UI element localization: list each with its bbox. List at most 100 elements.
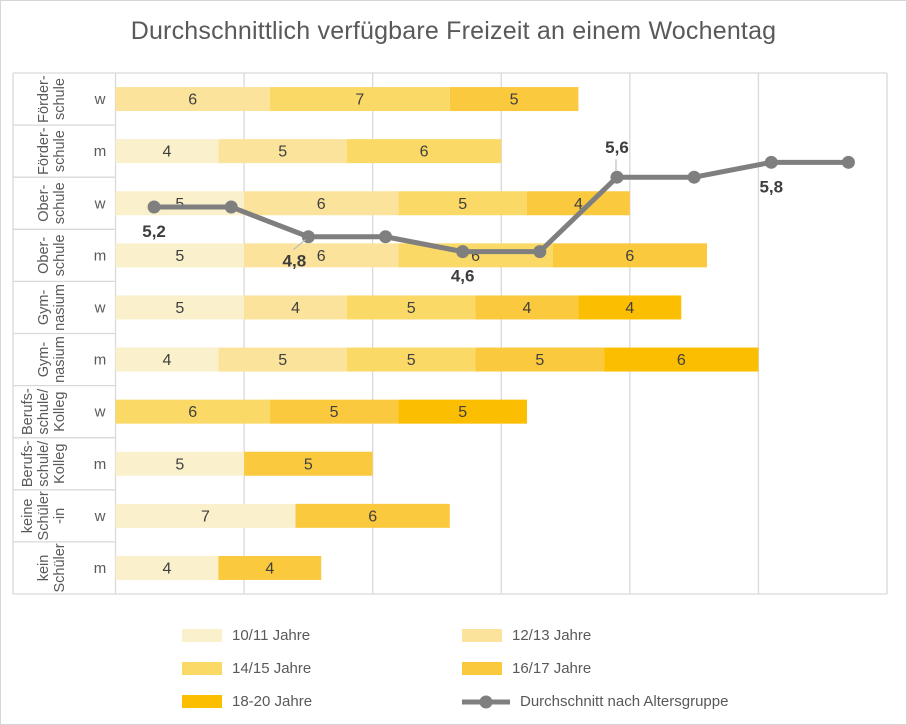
bar-segment-label: 6 xyxy=(471,248,480,265)
bar-segment-label: 5 xyxy=(175,248,184,265)
category-gender-label: m xyxy=(94,143,107,160)
chart-title: Durchschnittlich verfügbare Freizeit an … xyxy=(130,17,777,45)
line-marker xyxy=(687,170,701,184)
bar-segment: 4 xyxy=(578,295,682,320)
bar-segment-label: 4 xyxy=(625,300,634,317)
bar-segment-label: 4 xyxy=(162,352,171,369)
legend-label: 16/17 Jahre xyxy=(512,660,592,677)
bar-segment-label: 7 xyxy=(355,92,364,109)
bar-segment: 7 xyxy=(115,503,296,528)
legend-item-age_10_11: 10/11 Jahre xyxy=(182,627,462,644)
bar-segment-label: 5 xyxy=(535,352,544,369)
bar-segment: 5 xyxy=(346,347,476,372)
line-marker xyxy=(224,200,238,214)
category-gender-label: m xyxy=(94,456,107,473)
bar-segment-label: 5 xyxy=(175,456,184,473)
category-school-label: keine xyxy=(20,499,36,534)
bar-segment: 4 xyxy=(244,295,347,320)
line-data-label: 5,8 xyxy=(759,177,783,196)
bar-segment: 5 xyxy=(115,243,245,268)
bar-segment-label: 6 xyxy=(317,196,326,213)
line-data-label: 4,6 xyxy=(451,267,475,286)
line-marker xyxy=(379,230,393,244)
line-marker xyxy=(764,155,778,169)
bar-segment-label: 5 xyxy=(175,300,184,317)
category-gender-label: w xyxy=(94,195,106,212)
category-school-label: Schüler xyxy=(36,491,52,540)
bar-segment-label: 5 xyxy=(407,352,416,369)
legend-swatch-icon xyxy=(462,629,502,642)
bar-segment-label: 4 xyxy=(162,144,171,161)
category-school-label: kein xyxy=(36,555,52,582)
bar-segment: 5 xyxy=(218,347,347,372)
category-school-label: schule xyxy=(52,130,68,172)
bar-segment-label: 6 xyxy=(625,248,634,265)
bar-segment-label: 5 xyxy=(458,196,467,213)
category-school-label: Gym- xyxy=(36,290,52,326)
bar-segment-label: 5 xyxy=(278,144,287,161)
legend-item-age_12_13: 12/13 Jahre xyxy=(462,627,728,644)
bar-segment: 6 xyxy=(115,399,270,424)
category-gender-label: w xyxy=(94,91,106,108)
bar-segment: 6 xyxy=(346,139,502,164)
category-school-label: schule/ xyxy=(36,388,52,435)
line-marker xyxy=(610,170,624,184)
category-school-label: Kolleg xyxy=(52,444,68,484)
category-school-label: schule xyxy=(52,234,68,276)
bar-segment: 5 xyxy=(244,451,373,476)
bar-segment: 5 xyxy=(115,191,245,216)
category-gender-label: m xyxy=(94,352,107,369)
bar-segment-label: 5 xyxy=(304,456,313,473)
category-school-label: Berufs- xyxy=(20,440,36,487)
category-school-label: Förder- xyxy=(36,75,52,123)
bar-segment: 4 xyxy=(475,295,579,320)
line-marker xyxy=(533,245,547,259)
line-marker xyxy=(456,245,470,259)
bar-segment: 4 xyxy=(218,555,322,580)
bar-row: 55 xyxy=(115,451,373,476)
legend-label: Durchschnitt nach Altersgruppe xyxy=(520,693,729,710)
bar-segment: 6 xyxy=(552,243,707,268)
chart-legend: 10/11 Jahre 12/13 Jahre 14/15 Jahre 16/17 J… xyxy=(182,619,728,718)
category-school-label: Förder- xyxy=(36,127,52,175)
legend-swatch-icon xyxy=(182,662,222,675)
bar-segment: 7 xyxy=(269,87,450,112)
legend-swatch-icon xyxy=(462,662,502,675)
category-gender-label: m xyxy=(94,247,107,264)
bar-segment: 4 xyxy=(115,555,219,580)
bar-segment-label: 4 xyxy=(523,300,532,317)
bar-segment-label: 4 xyxy=(291,300,300,317)
bar-segment-label: 6 xyxy=(368,508,377,525)
legend-item-average_line: Durchschnitt nach Altersgruppe xyxy=(462,693,728,710)
bar-segment-label: 6 xyxy=(420,144,429,161)
category-school-label: Kolleg xyxy=(52,391,68,431)
line-data-label: 4,8 xyxy=(283,252,307,271)
label-leader-line xyxy=(292,239,306,251)
bar-row: 44 xyxy=(115,555,322,580)
category-school-label: Ober- xyxy=(36,185,52,222)
bar-segment-label: 7 xyxy=(201,508,210,525)
line-marker xyxy=(147,200,161,214)
category-school-label: Berufs- xyxy=(20,388,36,435)
category-school-label: Schüler xyxy=(52,543,68,592)
bar-row: 5 6 5 4 xyxy=(115,191,630,216)
category-school-label: Ober- xyxy=(36,237,52,274)
bar-segment: 5 xyxy=(398,191,527,216)
bar-row: 5 4 5 4 4 xyxy=(115,295,682,320)
bar-row: 76 xyxy=(115,503,450,528)
bar-segment-label: 6 xyxy=(188,92,197,109)
bar-segment-label: 5 xyxy=(407,300,416,317)
bar-row: 6 7 5 xyxy=(115,87,579,112)
bar-segment: 4 xyxy=(115,347,219,372)
legend-item-age_16_17: 16/17 Jahre xyxy=(462,660,728,677)
bar-segment: 5 xyxy=(475,347,605,372)
legend-label: 10/11 Jahre xyxy=(232,627,311,644)
bar-segment-label: 4 xyxy=(265,560,274,577)
bar-segment: 6 xyxy=(244,191,399,216)
legend-label: 12/13 Jahre xyxy=(512,627,592,644)
bar-row: 5 6 6 6 xyxy=(115,243,707,268)
line-data-label: 5,6 xyxy=(605,138,629,157)
category-gender-label: w xyxy=(94,508,106,525)
category-gender-label: w xyxy=(94,299,106,316)
